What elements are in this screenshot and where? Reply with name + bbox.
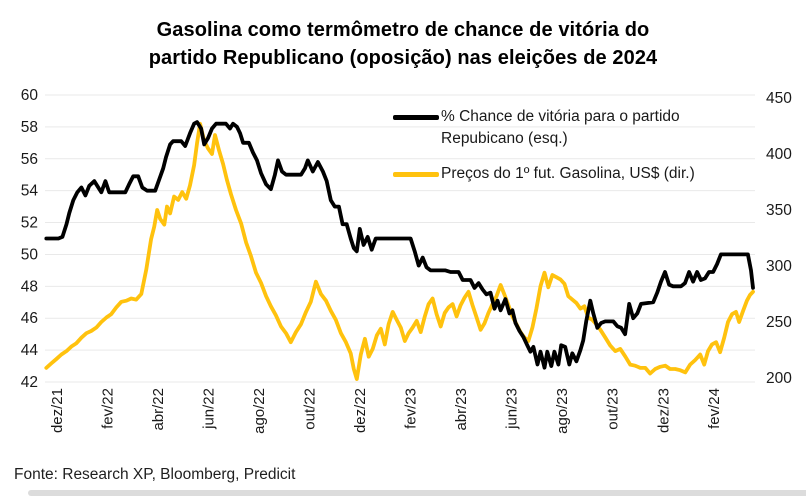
chart-title-line2: partido Republicano (oposição) nas eleiç…	[148, 47, 658, 69]
x-axis-tick-label: jun/22	[200, 388, 217, 430]
x-axis-tick-label: dez/22	[352, 388, 369, 433]
y-axis-left-tick-label: 58	[21, 119, 38, 136]
x-axis-tick-label: fev/22	[99, 388, 116, 429]
x-axis-tick-label: dez/23	[655, 388, 672, 433]
x-axis-tick-label: ago/22	[251, 388, 268, 434]
yellow-line-swatch-icon	[393, 172, 439, 177]
y-axis-right-tick-label: 250	[766, 314, 792, 331]
y-axis-left-tick-label: 54	[21, 183, 39, 200]
legend-label-chance: % Chance de vitória para o partido Repub…	[441, 108, 680, 147]
legend-label-gasolina: Preços do 1º fut. Gasolina, US$ (dir.)	[441, 165, 695, 182]
y-axis-right-tick-label: 400	[766, 146, 792, 163]
x-axis-tick-label: out/23	[605, 388, 622, 430]
x-axis-tick-label: abr/22	[150, 388, 167, 431]
y-axis-left-tick-label: 60	[21, 87, 39, 104]
x-axis-tick-label: fev/24	[706, 388, 723, 429]
chart-title-line1: Gasolina como termômetro de chance de vi…	[156, 19, 650, 41]
y-axis-right-tick-label: 350	[766, 202, 792, 219]
y-axis-left-tick-label: 56	[21, 151, 38, 168]
black-line-swatch-icon	[393, 115, 439, 120]
series-line-gasolina	[44, 121, 755, 381]
y-axis-left-tick-label: 52	[21, 215, 38, 232]
y-axis-right-tick-label: 200	[766, 370, 792, 387]
x-axis-tick-label: dez/21	[49, 388, 66, 433]
y-axis-left-tick-label: 48	[21, 278, 38, 295]
x-axis-tick-label: jun/23	[504, 388, 521, 430]
x-axis-tick-label: fev/23	[403, 388, 420, 429]
x-axis-tick-label: abr/23	[453, 388, 470, 431]
source-note: Fonte: Research XP, Bloomberg, Predicit	[14, 466, 296, 483]
legend-item-chance: % Chance de vitória para o partido Repub…	[393, 106, 719, 149]
y-axis-left-tick-label: 50	[21, 246, 39, 263]
legend-item-gasolina: Preços do 1º fut. Gasolina, US$ (dir.)	[393, 163, 719, 185]
y-axis-right-tick-label: 300	[766, 258, 792, 275]
y-axis-left-tick-label: 46	[21, 310, 38, 327]
x-axis-tick-label: out/22	[302, 388, 319, 430]
series-line-chance	[44, 120, 755, 370]
y-axis-right-tick-label: 450	[766, 90, 792, 107]
y-axis-left-tick-label: 44	[21, 342, 39, 359]
horizontal-scrollbar[interactable]	[28, 490, 806, 496]
x-axis-tick-label: ago/23	[554, 388, 571, 434]
chart-title: Gasolina como termômetro de chance de vi…	[0, 16, 806, 72]
y-axis-left-tick-label: 42	[21, 374, 38, 391]
